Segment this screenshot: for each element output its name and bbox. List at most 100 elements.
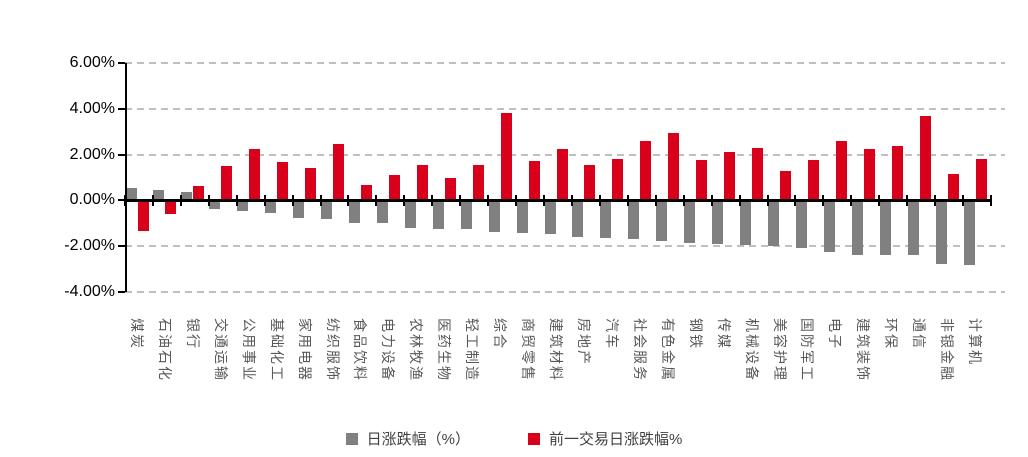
bar-previous-day-change [249,148,261,201]
x-axis-category-label: 食品饮料 [352,318,369,382]
x-axis-tick [375,194,378,206]
bar-previous-day-change [780,171,792,201]
bar-previous-day-change [863,148,875,201]
x-axis-tick [543,194,546,206]
bar-daily-change [376,201,388,224]
gridline [125,62,1005,64]
bar-previous-day-change [752,147,764,201]
bar-daily-change [795,201,807,248]
bar-daily-change [460,201,472,230]
x-axis-tick [766,194,769,206]
x-axis-category-label: 农林牧渔 [408,318,425,382]
x-axis-tick [431,194,434,206]
x-axis-tick [990,194,992,206]
bar-daily-change [656,201,668,242]
bar-previous-day-change [416,164,428,201]
bar-previous-day-change [668,132,680,201]
x-axis-tick [319,194,322,206]
gridline [125,291,1005,293]
x-axis-tick [263,194,266,206]
bar-daily-change [237,201,249,212]
x-axis-category-label: 机械设备 [743,318,760,382]
x-axis-category-label: 煤炭 [129,318,145,350]
bar-previous-day-change [360,185,372,201]
bar-daily-change [823,201,835,252]
x-axis-category-label: 电力设备 [380,318,397,382]
x-axis-tick [822,194,825,206]
x-axis-category-label: 电子 [827,318,844,350]
x-axis-tick [291,194,294,206]
x-axis-tick [124,194,126,206]
bar-previous-day-change [500,112,512,201]
bar-previous-day-change [807,159,819,201]
y-axis-tick [118,107,125,110]
x-axis-category-label: 社会服务 [631,318,648,382]
bar-daily-change [293,201,305,219]
x-axis-tick [151,194,154,206]
legend-swatch-gray [345,432,358,445]
bar-previous-day-change [891,145,903,201]
bar-daily-change [851,201,863,255]
x-axis-tick [347,194,350,206]
bar-daily-change [544,201,556,235]
x-axis-category-label: 房地产 [575,318,592,366]
bar-daily-change [879,201,891,256]
x-axis-tick [598,194,601,206]
x-axis-tick [962,194,965,206]
legend-label-previous-day-change: 前一交易日涨跌幅% [549,431,683,448]
x-axis-tick [515,194,518,206]
bar-previous-day-change [724,151,736,201]
x-axis-tick [235,194,238,206]
bar-daily-change [907,201,919,256]
legend-item-previous-day-change: 前一交易日涨跌幅% [528,428,682,449]
x-axis-category-label: 综合 [492,318,509,350]
x-axis-tick [738,194,741,206]
bar-previous-day-change [835,140,847,201]
bar-previous-day-change [640,140,652,201]
x-axis-category-label: 通信 [911,318,928,350]
bar-previous-day-change [556,149,568,201]
x-axis-tick [487,194,490,206]
bar-daily-change [740,201,752,245]
y-axis-line [125,63,127,292]
bar-previous-day-change [305,168,317,201]
bar-previous-day-change [333,144,345,201]
bar-daily-change [684,201,696,244]
x-axis-category-label: 有色金属 [659,318,676,382]
x-axis-category-label: 美容护理 [771,318,788,382]
bar-previous-day-change [919,116,931,201]
x-axis-category-label: 商贸零售 [520,318,537,382]
bar-previous-day-change [165,201,177,214]
bar-daily-change [935,201,947,265]
bar-daily-change [432,201,444,229]
x-axis-category-label: 钢铁 [687,318,704,350]
plot-area [118,62,1005,293]
x-axis-tick [682,194,685,206]
y-axis-tick-label: 6.00% [69,54,115,71]
x-axis-category-label: 公用事业 [240,318,257,382]
x-axis-tick [906,194,909,206]
bar-previous-day-change [472,165,484,201]
gridline [125,107,1005,110]
x-axis-category-label: 传媒 [715,318,732,350]
bar-previous-day-change [612,159,624,201]
bar-daily-change [209,201,221,209]
x-axis-category-label: 医药生物 [436,318,453,382]
x-axis-category-label: 建筑装饰 [855,318,872,382]
x-axis-tick [179,194,182,206]
y-axis-tick [118,291,125,293]
y-axis-tick-label: 2.00% [69,145,115,163]
y-axis-tick [118,153,125,156]
bar-previous-day-change [137,201,149,232]
y-axis-tick [118,62,125,64]
x-axis-tick [403,194,406,206]
bar-daily-change [321,201,333,220]
bar-daily-change [125,187,137,201]
bar-previous-day-change [528,161,540,201]
bar-daily-change [404,201,416,228]
gridline [125,245,1005,248]
x-axis-category-label: 汽车 [603,318,620,350]
x-axis-category-label: 家用电器 [296,318,313,382]
x-axis-tick [626,194,629,206]
